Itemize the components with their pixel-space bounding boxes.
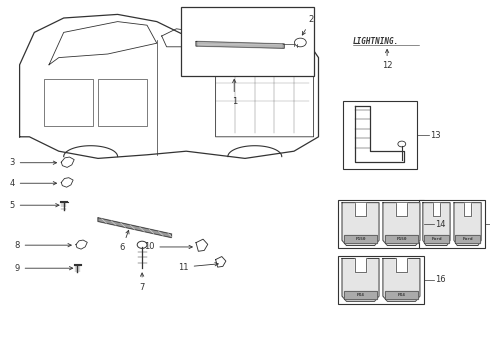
Text: 13: 13 [430, 130, 441, 139]
Text: 14: 14 [435, 220, 445, 229]
Bar [98, 79, 147, 126]
Polygon shape [61, 178, 73, 187]
Polygon shape [423, 203, 450, 246]
Text: 11: 11 [178, 262, 218, 271]
Text: 1: 1 [232, 79, 237, 106]
Polygon shape [396, 258, 407, 272]
Text: 5: 5 [9, 201, 59, 210]
Polygon shape [396, 203, 407, 216]
Polygon shape [355, 258, 366, 272]
Polygon shape [455, 235, 480, 243]
Bar [338, 200, 424, 248]
Polygon shape [216, 257, 226, 267]
Text: 9: 9 [14, 264, 73, 273]
Polygon shape [385, 235, 418, 243]
Text: Ford: Ford [431, 237, 441, 241]
Bar [44, 79, 93, 126]
Polygon shape [196, 239, 208, 251]
Text: LIGHTNING.: LIGHTNING. [353, 37, 399, 46]
Polygon shape [76, 240, 87, 249]
Polygon shape [433, 203, 441, 216]
Polygon shape [383, 258, 420, 301]
Polygon shape [342, 258, 379, 301]
Polygon shape [196, 41, 284, 48]
Text: 2: 2 [302, 15, 314, 35]
Polygon shape [61, 157, 74, 167]
Polygon shape [454, 203, 481, 246]
Bar [338, 256, 424, 304]
Text: F150: F150 [355, 237, 366, 241]
Polygon shape [355, 106, 404, 162]
Bar [343, 101, 416, 169]
Polygon shape [98, 218, 172, 238]
Text: 8: 8 [14, 240, 71, 250]
Text: 6: 6 [120, 230, 129, 252]
Bar [181, 7, 314, 76]
Text: F150: F150 [396, 237, 407, 241]
Text: 4: 4 [9, 179, 56, 188]
Polygon shape [383, 203, 420, 246]
Text: 10: 10 [144, 243, 192, 251]
Polygon shape [385, 291, 418, 299]
Polygon shape [464, 203, 471, 216]
Polygon shape [355, 203, 366, 216]
Text: FX4: FX4 [397, 293, 405, 297]
Bar [419, 200, 485, 248]
Text: FX4: FX4 [357, 293, 365, 297]
Text: 12: 12 [382, 49, 392, 70]
Polygon shape [344, 235, 377, 243]
Polygon shape [342, 203, 379, 246]
Polygon shape [424, 235, 449, 243]
Polygon shape [344, 291, 377, 299]
Text: 7: 7 [140, 273, 145, 292]
Text: Ford: Ford [463, 237, 473, 241]
Text: 3: 3 [9, 158, 56, 167]
Text: 16: 16 [435, 275, 445, 284]
